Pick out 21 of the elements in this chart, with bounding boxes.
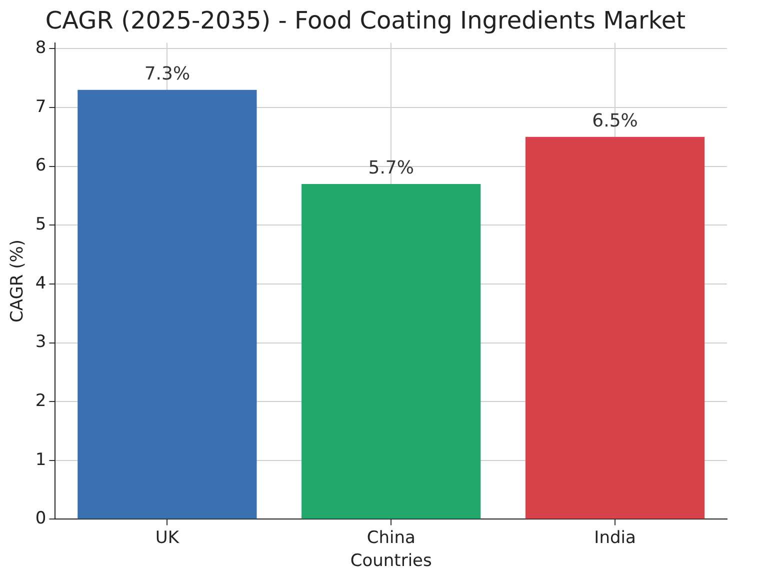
y-tick-label: 7 (35, 96, 46, 117)
y-tick-label: 4 (35, 273, 46, 294)
y-tick-label: 8 (35, 38, 46, 58)
x-axis-title: Countries (350, 551, 432, 572)
bar (302, 184, 481, 519)
y-tick-label: 0 (35, 508, 46, 529)
x-tick-label: China (366, 528, 416, 548)
y-axis-title: CAGR (%) (8, 239, 28, 323)
data-label: 7.3% (144, 64, 190, 85)
data-label: 5.7% (368, 158, 414, 179)
y-tick-label: 6 (35, 156, 46, 176)
x-tick-label: UK (155, 528, 180, 548)
data-label: 6.5% (592, 110, 638, 132)
bar (525, 136, 705, 519)
y-tick-label: 2 (35, 390, 46, 411)
y-tick-label: 5 (35, 214, 46, 235)
y-tick-label: 1 (35, 450, 46, 470)
y-tick-label: 3 (35, 332, 46, 352)
x-tick-label: India (594, 528, 636, 548)
chart-title: CAGR (2025-2035) - Food Coating Ingredients Market (45, 6, 686, 35)
bar (78, 90, 257, 519)
